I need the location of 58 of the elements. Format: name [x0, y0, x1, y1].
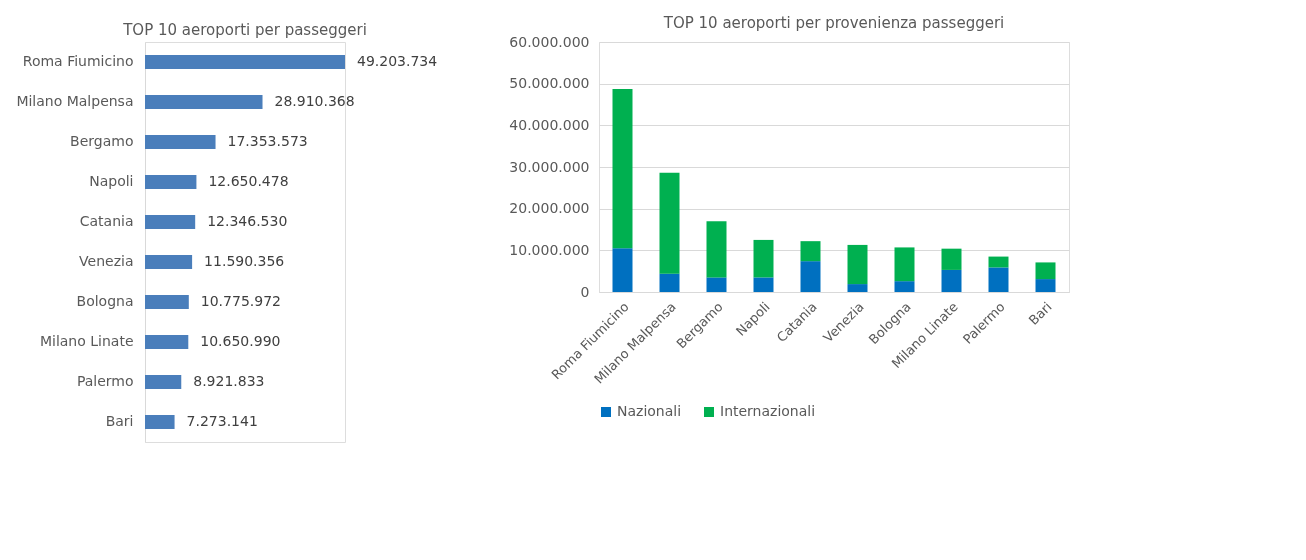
y-tick-label: Venezia — [79, 253, 134, 269]
data-label: 10.775.972 — [200, 293, 281, 309]
bar — [612, 248, 633, 292]
bar — [988, 267, 1009, 292]
bar — [659, 172, 680, 274]
data-label: 12.346.530 — [207, 213, 288, 229]
bar — [800, 261, 821, 292]
bar — [145, 295, 189, 309]
bar — [1035, 262, 1056, 280]
y-tick-label: Napoli — [89, 173, 134, 189]
bar — [145, 215, 196, 229]
bar — [612, 89, 633, 249]
y-tick-label: 60.000.000 — [509, 33, 590, 50]
chart-title: TOP 10 aeroporti per passeggeri — [122, 21, 367, 39]
data-label: 28.910.368 — [274, 93, 355, 109]
bar — [894, 281, 915, 292]
bar — [753, 239, 774, 278]
data-label: 8.921.833 — [193, 373, 265, 389]
bar — [847, 244, 868, 285]
y-tick-label: Roma Fiumicino — [22, 53, 134, 69]
bar — [145, 415, 175, 429]
bar — [988, 256, 1009, 268]
data-label: 12.650.478 — [208, 173, 289, 189]
data-label: 49.203.734 — [357, 53, 438, 69]
y-tick-label: 30.000.000 — [509, 158, 590, 175]
bar — [894, 247, 915, 282]
legend-label: Internazionali — [720, 403, 816, 419]
bar — [800, 241, 821, 262]
bar — [847, 284, 868, 292]
bar — [941, 269, 962, 292]
y-tick-label: 0 — [580, 283, 590, 300]
y-tick-label: Catania — [79, 213, 134, 229]
y-tick-label: 40.000.000 — [509, 116, 590, 133]
bar — [145, 255, 193, 269]
y-tick-label: Bergamo — [70, 133, 134, 149]
data-label: 7.273.141 — [186, 413, 258, 429]
bar — [145, 95, 263, 109]
bar — [941, 248, 962, 270]
data-label: 10.650.990 — [200, 333, 281, 349]
chart-title: TOP 10 aeroporti per provenienza passeggeri — [662, 14, 1005, 32]
legend-label: Nazionali — [617, 403, 682, 419]
bar — [706, 221, 727, 278]
bar — [145, 375, 182, 389]
bar — [145, 55, 345, 69]
bar — [145, 135, 216, 149]
bar — [145, 175, 197, 189]
y-tick-label: Milano Malpensa — [16, 93, 134, 109]
y-tick-label: 10.000.000 — [509, 241, 590, 258]
bar — [706, 277, 727, 292]
y-tick-label: 50.000.000 — [509, 75, 590, 92]
bar — [659, 273, 680, 292]
y-tick-label: 20.000.000 — [509, 200, 590, 217]
bar — [145, 335, 189, 349]
data-label: 11.590.356 — [204, 253, 285, 269]
data-label: 17.353.573 — [227, 133, 308, 149]
y-tick-label: Bari — [105, 413, 134, 429]
bar — [1035, 279, 1056, 292]
bar — [753, 277, 774, 292]
